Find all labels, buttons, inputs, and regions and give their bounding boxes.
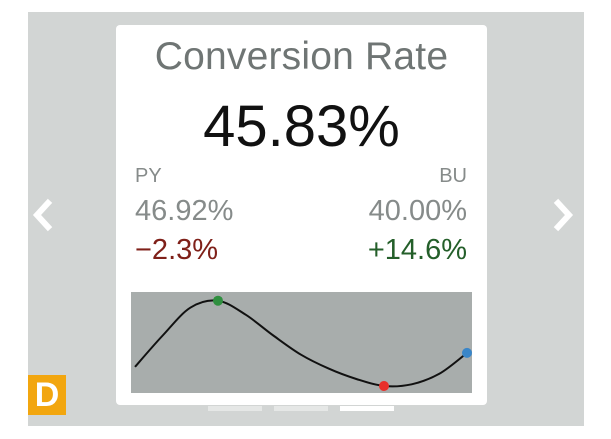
comparison-right-value: 40.00%	[368, 195, 467, 227]
section-badge: D	[28, 375, 66, 415]
sparkline-min-point	[379, 381, 389, 391]
kpi-card: Conversion Rate 45.83% PY BU 46.92% 40.0…	[116, 25, 487, 405]
kpi-title: Conversion Rate	[154, 35, 449, 78]
carousel-page-indicator-1[interactable]	[208, 406, 262, 411]
kpi-carousel: Conversion Rate 45.83% PY BU 46.92% 40.0…	[28, 12, 584, 426]
carousel-page-indicator-2[interactable]	[274, 406, 328, 411]
prev-slide-button[interactable]	[28, 195, 58, 235]
chevron-left-icon	[32, 198, 53, 232]
chevron-right-icon	[553, 198, 574, 232]
comparison-left-value: 46.92%	[135, 195, 234, 227]
comparison-right-label: BU	[439, 165, 467, 187]
carousel-page-indicator-3[interactable]	[340, 406, 394, 411]
sparkline-max-point	[213, 295, 223, 306]
sparkline-svg	[134, 295, 472, 391]
sparkline-series-line	[134, 299, 468, 388]
comparison-right-delta: +14.6%	[367, 234, 467, 266]
comparison-left-delta: −2.3%	[135, 234, 219, 266]
next-slide-button[interactable]	[548, 195, 578, 235]
sparkline-last-point	[462, 347, 472, 358]
comparison-left-label: PY	[135, 165, 162, 187]
sparkline-chart	[131, 292, 472, 393]
kpi-value: 45.83%	[203, 94, 400, 159]
carousel-pagination	[208, 406, 398, 412]
